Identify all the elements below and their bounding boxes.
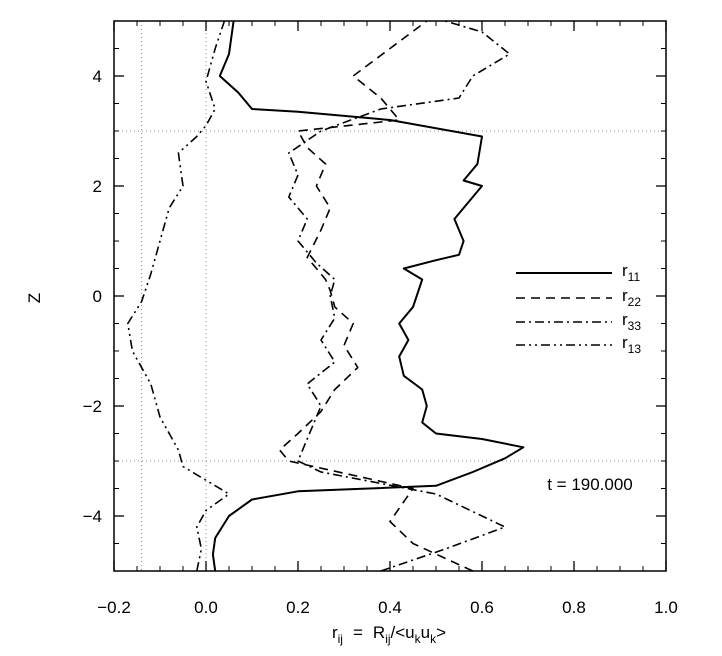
- axis-ticks: [113, 20, 667, 572]
- y-tick-label: 2: [93, 177, 102, 196]
- x-tick-label: 0.4: [378, 598, 402, 617]
- legend-label-r13: r13: [622, 333, 641, 356]
- x-tick-label: 1.0: [654, 598, 678, 617]
- tick-labels: −0.2 0.0 0.2 0.4 0.6 0.8 1.0 −4 −2 0 2 4: [83, 67, 678, 617]
- series-line-r11: [211, 20, 525, 572]
- legend-label-r22: r22: [622, 286, 641, 309]
- x-label-k1: k: [415, 632, 422, 646]
- series-layer: [127, 20, 525, 572]
- y-tick-label: 4: [93, 67, 102, 86]
- x-label-R-sub: ij: [385, 632, 390, 646]
- series-line-r22: [278, 20, 474, 572]
- x-label-slash: /<u: [391, 623, 415, 642]
- x-tick-label: −0.2: [97, 598, 131, 617]
- series-line-r33: [288, 20, 511, 572]
- x-label-close: >: [436, 623, 446, 642]
- x-label-r: r: [332, 623, 338, 642]
- x-axis-label: rij = Rij/<ukuk>: [332, 623, 446, 646]
- x-label-u2: u: [421, 623, 430, 642]
- x-label-k2: k: [430, 632, 437, 646]
- series-line-r13: [127, 20, 230, 572]
- x-label-r-sub: ij: [338, 632, 343, 646]
- x-tick-label: 0.0: [194, 598, 218, 617]
- x-label-eq: =: [353, 623, 363, 642]
- y-tick-label: −4: [83, 507, 102, 526]
- reference-lines: [114, 21, 666, 571]
- y-axis-label: Z: [25, 293, 44, 303]
- legend: r11 r22 r33 r13: [516, 261, 641, 356]
- legend-label-r11: r11: [622, 261, 640, 284]
- legend-label-r33: r33: [622, 310, 641, 333]
- y-tick-label: 0: [93, 287, 102, 306]
- x-tick-label: 0.6: [470, 598, 494, 617]
- x-label-R: R: [373, 623, 385, 642]
- x-tick-label: 0.2: [286, 598, 310, 617]
- x-tick-label: 0.8: [562, 598, 586, 617]
- time-annotation: t = 190.000: [547, 475, 633, 494]
- y-tick-label: −2: [83, 397, 102, 416]
